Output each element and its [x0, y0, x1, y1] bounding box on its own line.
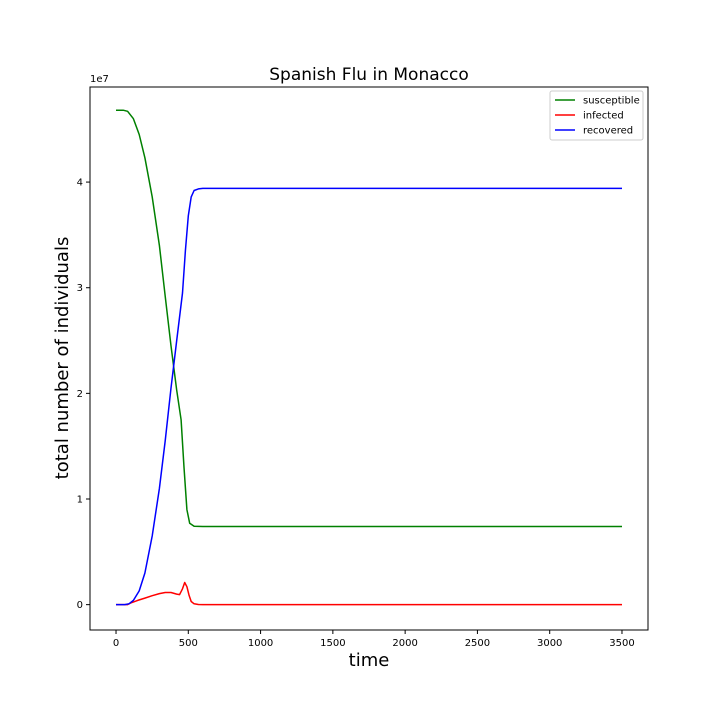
chart-title: Spanish Flu in Monacco [269, 65, 468, 85]
y-tick-label: 3 [77, 283, 83, 294]
y-tick-label: 2 [77, 389, 83, 400]
legend-label-infected: infected [583, 111, 624, 122]
series-layer [116, 109, 622, 606]
x-tick-label: 1500 [320, 638, 345, 649]
x-tick-label: 2000 [392, 638, 417, 649]
plot-frame [89, 86, 649, 631]
legend-label-susceptible: susceptible [583, 96, 640, 107]
x-tick-label: 500 [179, 638, 198, 649]
y-tick-label: 0 [77, 600, 83, 611]
y-tick-label: 1 [77, 495, 83, 506]
series-line-infected [116, 581, 622, 606]
x-tick-label: 1000 [248, 638, 273, 649]
x-axis-label: time [349, 650, 390, 671]
ticks-layer: 0 500 1000 1500 2000 2500 3000 3500 0 1 2 3 4 [77, 178, 635, 649]
y-axis-label: total number of individuals [52, 237, 73, 480]
series-line-recovered [116, 187, 622, 606]
x-tick-label: 2500 [465, 638, 490, 649]
series-line-susceptible [116, 109, 622, 528]
legend-box [549, 90, 644, 141]
x-tick-label: 3500 [609, 638, 634, 649]
legend-label-recovered: recovered [583, 126, 633, 137]
x-tick-label: 3000 [537, 638, 562, 649]
y-axis-offset-label: 1e7 [90, 74, 109, 85]
legend: susceptible infected recovered [549, 90, 644, 141]
x-tick-label: 0 [113, 638, 119, 649]
y-tick-label: 4 [77, 178, 83, 189]
